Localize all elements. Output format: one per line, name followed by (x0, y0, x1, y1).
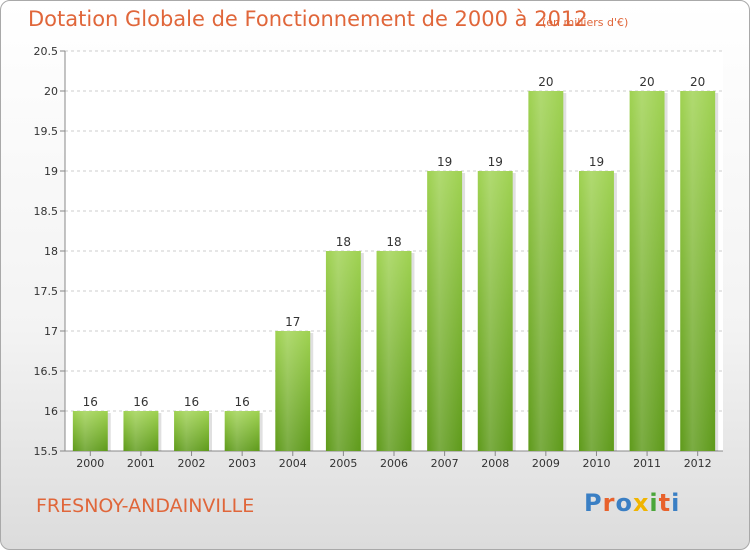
y-tick-label: 15.5 (34, 445, 59, 458)
bar-highlight (528, 91, 564, 451)
x-tick-label: 2009 (532, 457, 560, 470)
logo-letter: t (658, 489, 672, 517)
logo-letter: o (615, 489, 633, 517)
bar-highlight (275, 331, 311, 451)
x-tick-label: 2010 (582, 457, 610, 470)
x-tick-label: 2005 (329, 457, 357, 470)
logo-letter: i (649, 489, 659, 517)
x-tick-label: 2003 (228, 457, 256, 470)
x-tick-label: 2002 (178, 457, 206, 470)
commune-name: FRESNOY-ANDAINVILLE (36, 495, 255, 517)
x-tick-label: 2000 (76, 457, 104, 470)
bar-value-label: 20 (538, 75, 553, 89)
x-tick-label: 2012 (684, 457, 712, 470)
y-tick-label: 17.5 (34, 285, 59, 298)
bar-value-label: 18 (386, 235, 401, 249)
bar-value-label: 19 (589, 155, 604, 169)
x-tick-label: 2007 (431, 457, 459, 470)
bar-value-label: 19 (488, 155, 503, 169)
x-tick-label: 2011 (633, 457, 661, 470)
bar-value-label: 16 (184, 395, 199, 409)
bar-value-label: 18 (336, 235, 351, 249)
bar-highlight (427, 171, 463, 451)
y-tick-label: 16.5 (34, 365, 59, 378)
bar-highlight (123, 411, 159, 451)
bar-value-label: 16 (83, 395, 98, 409)
logo-letter: P (584, 489, 603, 517)
bar-value-label: 20 (690, 75, 705, 89)
bar-highlight (72, 411, 108, 451)
y-tick-label: 16 (44, 405, 58, 418)
bar-value-label: 16 (133, 395, 148, 409)
bar-highlight (578, 171, 614, 451)
bar-highlight (325, 251, 361, 451)
bar-value-label: 16 (235, 395, 250, 409)
logo-letter: i (671, 489, 681, 517)
logo-letter: x (632, 489, 650, 517)
bar-highlight (376, 251, 412, 451)
x-tick-label: 2004 (279, 457, 307, 470)
x-tick-label: 2001 (127, 457, 155, 470)
y-tick-label: 17 (44, 325, 58, 338)
bar-highlight (477, 171, 513, 451)
y-tick-label: 18 (44, 245, 58, 258)
x-tick-label: 2006 (380, 457, 408, 470)
bar-value-label: 17 (285, 315, 300, 329)
y-tick-label: 18.5 (34, 205, 59, 218)
bar-highlight (174, 411, 210, 451)
y-tick-label: 19.5 (34, 125, 59, 138)
logo-letter: r (602, 489, 616, 517)
y-tick-label: 20.5 (34, 45, 59, 58)
chart-subtitle: (en milliers d'€) (542, 16, 629, 29)
bar-value-label: 20 (639, 75, 654, 89)
y-tick-label: 19 (44, 165, 58, 178)
chart-title: Dotation Globale de Fonctionnement de 20… (28, 7, 588, 31)
bar-highlight (224, 411, 260, 451)
y-tick-label: 20 (44, 85, 58, 98)
x-tick-label: 2008 (481, 457, 509, 470)
proxiti-logo: Proxiti (584, 489, 680, 517)
bar-highlight (680, 91, 716, 451)
bar-value-label: 19 (437, 155, 452, 169)
bar-highlight (629, 91, 665, 451)
